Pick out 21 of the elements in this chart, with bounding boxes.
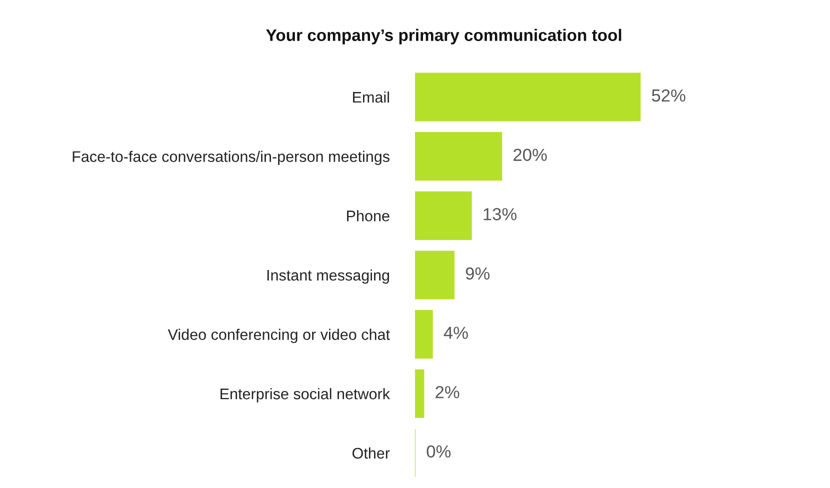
bar	[415, 191, 472, 240]
y-tick-label: Enterprise social network	[220, 388, 390, 402]
data-label: 2%	[436, 386, 460, 398]
bar	[415, 250, 455, 300]
y-tick-label: Video conferencing or video chat	[168, 328, 390, 344]
chart-title: Your company’s primary communication tool	[266, 28, 622, 44]
y-tick-label: Phone	[347, 210, 390, 222]
data-label: 0%	[426, 445, 451, 458]
data-label: 13%	[484, 208, 517, 220]
y-tick-label: Face-to-face conversations/in-person meetings	[72, 150, 390, 166]
y-tick-label: Instant messaging	[267, 269, 390, 284]
data-label: 4%	[444, 326, 468, 339]
bar	[415, 132, 502, 181]
bar	[415, 72, 641, 122]
data-label: 20%	[514, 148, 547, 161]
y-tick-label: Email	[353, 91, 389, 103]
data-label: 9%	[466, 267, 490, 280]
y-tick-label: Other	[352, 447, 390, 459]
bar	[415, 369, 424, 418]
bar	[415, 310, 433, 359]
data-label: 52%	[652, 89, 686, 102]
